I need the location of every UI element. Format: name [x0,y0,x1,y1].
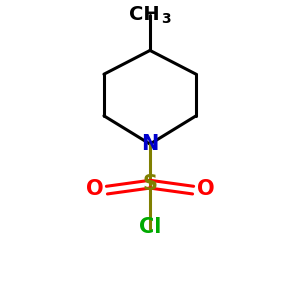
Text: 3: 3 [161,12,171,26]
Text: CH: CH [129,5,159,24]
Text: O: O [85,178,103,199]
Text: O: O [197,178,214,199]
Text: S: S [142,174,158,194]
Text: Cl: Cl [139,217,161,237]
Text: N: N [141,134,159,154]
